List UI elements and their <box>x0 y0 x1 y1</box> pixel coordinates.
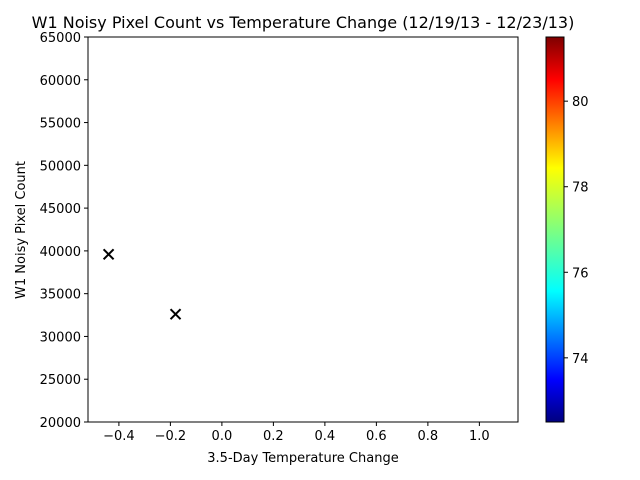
scatter-point <box>169 308 182 320</box>
y-tick-label: 55000 <box>40 117 81 132</box>
colorbar-gradient <box>545 36 565 423</box>
y-tick-label: 25000 <box>40 373 81 388</box>
x-tick-label: 1.0 <box>469 429 490 444</box>
plot-area: −0.4 −0.2 0.0 0.2 0.4 0.6 0.8 1.0 20000 25000 300… <box>40 31 519 444</box>
y-axis-ticks: 20000 25000 30000 35000 40000 45000 50000 55000… <box>40 31 88 431</box>
colorbar-tick-label: 76 <box>572 266 589 281</box>
x-tick-label: −0.4 <box>103 429 135 444</box>
x-axis-ticks: −0.4 −0.2 0.0 0.2 0.4 0.6 0.8 1.0 <box>103 422 490 444</box>
colorbar-ticks: 74 76 78 80 <box>564 95 589 367</box>
x-tick-label: 0.8 <box>418 429 439 444</box>
y-axis-label: W1 Noisy Pixel Count <box>14 161 29 299</box>
y-tick-label: 35000 <box>40 288 81 303</box>
x-tick-label: 0.4 <box>315 429 336 444</box>
x-tick-label: 0.0 <box>212 429 233 444</box>
y-tick-label: 45000 <box>40 202 81 217</box>
chart-title: W1 Noisy Pixel Count vs Temperature Chan… <box>32 13 575 32</box>
y-tick-label: 30000 <box>40 330 81 345</box>
colorbar: 74 76 78 80 <box>545 36 589 423</box>
y-tick-label: 50000 <box>40 159 81 174</box>
scatter-point <box>102 248 115 261</box>
y-tick-label: 65000 <box>40 31 81 46</box>
colorbar-tick-label: 74 <box>572 352 589 367</box>
y-tick-label: 40000 <box>40 245 81 260</box>
x-axis-label: 3.5-Day Temperature Change <box>207 451 398 466</box>
y-tick-label: 20000 <box>40 416 81 431</box>
colorbar-tick-label: 78 <box>572 181 589 196</box>
scatter-points <box>102 248 182 320</box>
x-tick-label: 0.6 <box>366 429 387 444</box>
y-tick-label: 60000 <box>40 74 81 89</box>
plot-frame <box>87 36 519 423</box>
x-tick-label: 0.2 <box>263 429 284 444</box>
x-tick-label: −0.2 <box>155 429 187 444</box>
colorbar-tick-label: 80 <box>572 95 589 110</box>
